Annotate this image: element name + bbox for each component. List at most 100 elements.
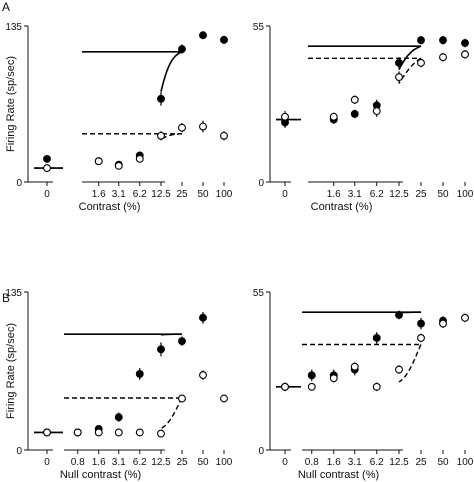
y-axis-label: Firing Rate (sp/sec)	[5, 323, 17, 419]
x-axis-label: Contrast (%)	[311, 201, 373, 213]
data-point-filled	[135, 369, 144, 378]
data-point-open	[94, 428, 103, 437]
x-tick-label: 100	[457, 457, 474, 468]
y-tick-label: 55	[253, 22, 265, 33]
data-point-filled	[114, 413, 123, 422]
data-point-filled	[395, 58, 403, 67]
x-tick-label: 12.5	[151, 189, 171, 200]
data-point-filled	[220, 35, 228, 44]
panel-label-a: A	[2, 0, 10, 14]
y-tick-label: 135	[5, 22, 22, 33]
data-point-open	[417, 334, 425, 342]
data-point-open	[395, 73, 403, 82]
chart-4: 0 55 0 0.8 1.6 3.1 6.2 12.5 25 50 100 Null contrast…	[253, 288, 474, 481]
x-tick-label: 3.1	[348, 457, 362, 468]
x-tick-label: 50	[197, 457, 209, 468]
x-tick-label: 25	[176, 189, 188, 200]
x-tick-label: 12.5	[151, 457, 171, 468]
data-point-open	[350, 362, 359, 371]
data-point-open	[43, 164, 51, 173]
x-tick-label: 3.1	[348, 189, 362, 200]
x-tick-label: 50	[437, 457, 449, 468]
data-point-open	[43, 428, 51, 437]
data-point-filled	[461, 39, 469, 47]
x-tick-label: 3.1	[112, 457, 126, 468]
x-tick-label: 0	[44, 457, 50, 468]
x-tick-label: 25	[415, 189, 427, 200]
x-tick-label: 0	[282, 457, 288, 468]
data-point-open	[417, 58, 425, 67]
x-axis-label: Null contrast (%)	[60, 469, 141, 481]
y-tick-label: 0	[258, 446, 264, 457]
data-point-filled	[417, 36, 425, 45]
data-point-filled	[199, 31, 207, 40]
data-point-filled	[417, 319, 425, 328]
x-tick-label: 100	[457, 189, 474, 200]
data-point-filled	[178, 337, 186, 346]
data-point-open	[439, 319, 447, 328]
x-axis-label: Contrast (%)	[79, 201, 141, 213]
data-point-open	[178, 394, 186, 403]
data-point-filled	[307, 371, 316, 380]
data-point-filled	[43, 154, 51, 163]
data-point-open	[307, 382, 316, 391]
y-axis-label: Firing Rate (sp/sec)	[5, 56, 17, 152]
data-point-open	[372, 107, 381, 116]
y-tick-label: 0	[16, 178, 22, 189]
x-tick-label: 0	[44, 189, 50, 200]
data-point-filled	[372, 334, 381, 342]
data-point-open	[439, 53, 447, 62]
x-tick-label: 100	[216, 189, 233, 200]
x-tick-label: 6.2	[133, 189, 147, 200]
data-point-open	[329, 374, 338, 383]
y-tick-label: 0	[258, 178, 264, 189]
data-point-open	[135, 428, 144, 437]
data-point-open	[157, 429, 165, 438]
x-tick-label: 0	[282, 189, 288, 200]
data-point-open	[199, 371, 207, 380]
chart-3: 0 135 0 0.8 1.6 3.1 6.2 12.5 25 50 100 Null contras…	[5, 288, 233, 481]
x-tick-label: 1.6	[327, 189, 341, 200]
y-tick-label: 0	[16, 446, 22, 457]
data-point-open	[114, 428, 123, 437]
y-tick-label: 55	[253, 288, 265, 299]
x-tick-label: 50	[437, 189, 449, 200]
x-tick-label: 6.2	[133, 457, 147, 468]
data-point-filled	[350, 109, 359, 118]
data-point-open	[372, 382, 381, 391]
data-point-open	[220, 394, 228, 403]
x-tick-label: 1.6	[92, 457, 106, 468]
x-tick-label: 50	[197, 189, 209, 200]
data-point-open	[329, 112, 338, 121]
data-point-open	[350, 95, 359, 104]
data-point-open	[94, 157, 103, 166]
y-tick-label: 135	[5, 288, 22, 299]
data-point-open	[461, 313, 469, 322]
data-point-filled	[199, 313, 207, 322]
x-tick-label: 6.2	[370, 189, 384, 200]
x-tick-label: 1.6	[92, 189, 106, 200]
data-point-open	[114, 161, 123, 170]
data-point-filled	[157, 94, 165, 103]
data-point-filled	[439, 36, 447, 45]
data-point-open	[199, 122, 207, 131]
x-tick-label: 12.5	[389, 189, 409, 200]
data-point-open	[461, 50, 469, 59]
data-point-open	[135, 154, 144, 163]
x-tick-label: 0.8	[305, 457, 319, 468]
x-tick-label: 100	[216, 457, 233, 468]
data-point-filled	[178, 45, 186, 54]
x-tick-label: 3.1	[112, 189, 126, 200]
chart-1: 0 135 0 1.6 3.1 6.2 12.5 25 50 100 Contrast (%) Fir…	[5, 22, 233, 213]
fit-curve-solid	[276, 311, 421, 388]
data-point-open	[281, 382, 289, 391]
x-axis-label: Null contrast (%)	[298, 469, 379, 481]
x-tick-label: 0.8	[71, 457, 85, 468]
data-point-open	[220, 131, 228, 140]
data-point-open	[73, 428, 82, 437]
data-point-filled	[395, 311, 403, 319]
x-tick-label: 1.6	[327, 457, 341, 468]
x-tick-label: 6.2	[370, 457, 384, 468]
data-point-filled	[157, 345, 165, 354]
